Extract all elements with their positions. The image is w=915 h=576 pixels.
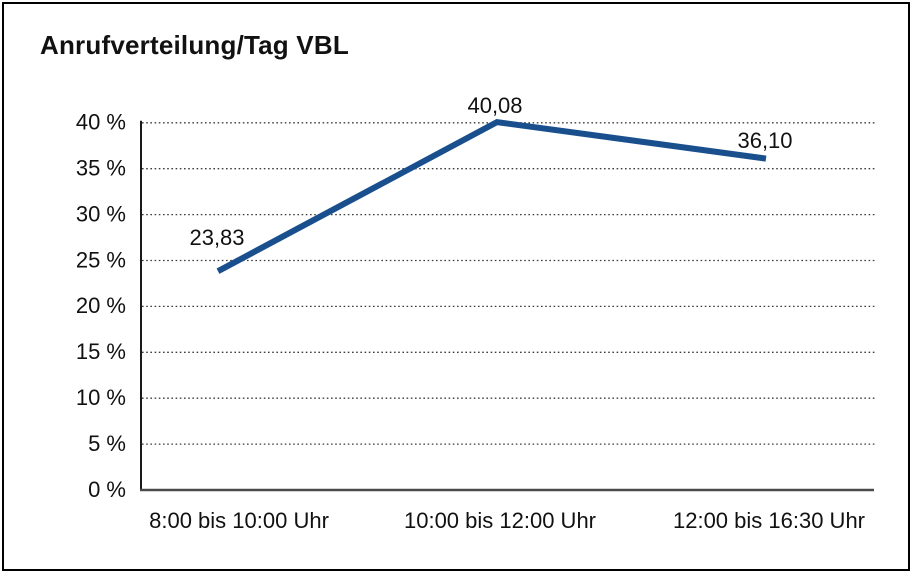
data-label: 36,10 bbox=[737, 128, 792, 153]
y-tick-label: 30 % bbox=[76, 201, 126, 226]
y-tick-label: 35 % bbox=[76, 156, 126, 181]
y-tick-label: 0 % bbox=[88, 477, 126, 502]
chart-title: Anrufverteilung/Tag VBL bbox=[40, 30, 349, 60]
gridlines-group bbox=[142, 122, 876, 445]
y-tick-label: 25 % bbox=[76, 247, 126, 272]
y-tick-label: 10 % bbox=[76, 385, 126, 410]
labels-group: 0 % 5 % 10 % 15 % 20 % 25 % 30 % 35 % 40 % 8:00 b… bbox=[76, 93, 865, 533]
x-category-label: 12:00 bis 16:30 Uhr bbox=[673, 508, 865, 533]
y-tick-label: 5 % bbox=[88, 431, 126, 456]
y-tick-label: 40 % bbox=[76, 110, 126, 135]
x-category-label: 10:00 bis 12:00 Uhr bbox=[404, 508, 596, 533]
x-category-label: 8:00 bis 10:00 Uhr bbox=[149, 508, 329, 533]
axes-group bbox=[140, 120, 874, 492]
series-group bbox=[216, 118, 767, 274]
series-line bbox=[216, 118, 767, 274]
y-tick-label: 20 % bbox=[76, 293, 126, 318]
data-label: 40,08 bbox=[467, 93, 522, 118]
y-tick-label: 15 % bbox=[76, 339, 126, 364]
data-label: 23,83 bbox=[189, 225, 244, 250]
